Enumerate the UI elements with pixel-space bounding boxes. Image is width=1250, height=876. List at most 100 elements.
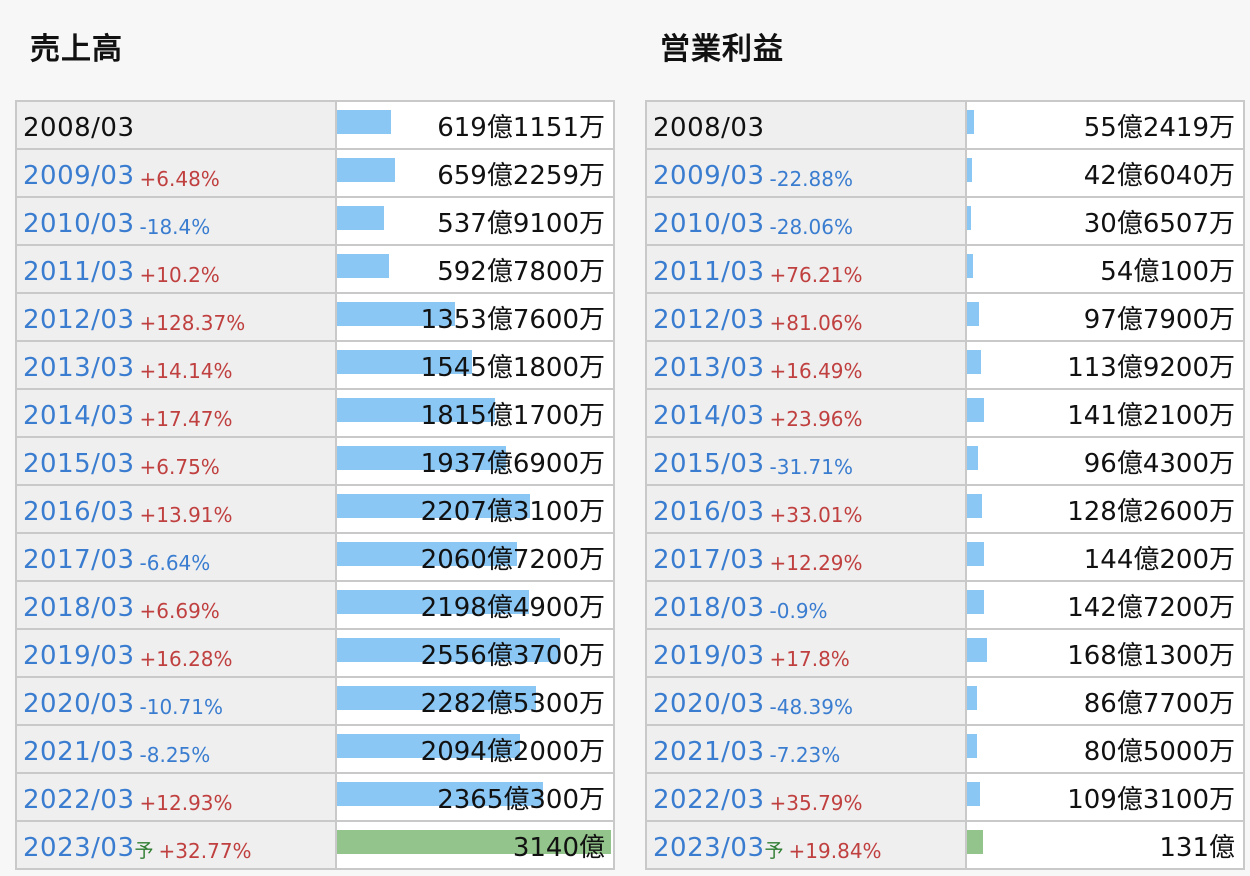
table-row: 2023/03 予 +32.77% 3140億	[17, 822, 613, 870]
value-cell: 42億6040万	[967, 150, 1243, 196]
yoy-change: -31.71%	[769, 455, 853, 479]
fiscal-year-link[interactable]: 2019/03	[23, 641, 135, 671]
value-cell: 2094億2000万	[337, 726, 613, 772]
value-cell: 144億200万	[967, 534, 1243, 580]
table-row: 2016/03 +13.91% 2207億3100万	[17, 486, 613, 534]
fiscal-year-link[interactable]: 2009/03	[653, 161, 765, 191]
period-cell: 2022/03 +12.93%	[17, 774, 337, 820]
yoy-change: +16.49%	[769, 359, 863, 383]
value-cell: 113億9200万	[967, 342, 1243, 388]
fiscal-year-link[interactable]: 2019/03	[653, 641, 765, 671]
value-bar	[337, 782, 543, 806]
yoy-change: +6.48%	[139, 167, 220, 191]
fiscal-year-link[interactable]: 2010/03	[653, 209, 765, 239]
value-bar	[337, 446, 506, 470]
fiscal-year-link[interactable]: 2013/03	[23, 353, 135, 383]
amount-text: 97億7900万	[1083, 305, 1235, 335]
yoy-change: -28.06%	[769, 215, 853, 239]
value-bar	[337, 110, 391, 134]
period-cell: 2012/03 +81.06%	[647, 294, 967, 340]
amount-text: 141億2100万	[1067, 401, 1235, 431]
amount-text: 86億7700万	[1083, 689, 1235, 719]
fiscal-year-link[interactable]: 2016/03	[23, 497, 135, 527]
period-cell: 2013/03 +14.14%	[17, 342, 337, 388]
table-row: 2011/03 +76.21% 54億100万	[647, 246, 1243, 294]
fiscal-year-link[interactable]: 2018/03	[653, 593, 765, 623]
fiscal-year-link[interactable]: 2011/03	[653, 257, 765, 287]
table-row: 2014/03 +17.47% 1815億1700万	[17, 390, 613, 438]
value-bar	[967, 734, 977, 758]
value-bar	[337, 734, 520, 758]
value-bar	[337, 686, 536, 710]
fiscal-year-link[interactable]: 2013/03	[653, 353, 765, 383]
value-bar	[337, 158, 395, 182]
period-cell: 2012/03 +128.37%	[17, 294, 337, 340]
forecast-marker: 予	[134, 840, 154, 862]
value-cell: 97億7900万	[967, 294, 1243, 340]
amount-text: 1545億1800万	[420, 353, 605, 383]
fiscal-year-link[interactable]: 2014/03	[23, 401, 135, 431]
amount-text: 30億6507万	[1083, 209, 1235, 239]
fiscal-year-link[interactable]: 2017/03	[653, 545, 765, 575]
value-bar	[967, 206, 971, 230]
value-cell: 2282億5300万	[337, 678, 613, 724]
table-row: 2019/03 +16.28% 2556億3700万	[17, 630, 613, 678]
fiscal-year-link[interactable]: 2012/03	[653, 305, 765, 335]
period-cell: 2008/03	[17, 102, 337, 148]
fiscal-year-link[interactable]: 2018/03	[23, 593, 135, 623]
value-cell: 141億2100万	[967, 390, 1243, 436]
yoy-change: +17.47%	[139, 407, 233, 431]
value-cell: 592億7800万	[337, 246, 613, 292]
value-cell: 30億6507万	[967, 198, 1243, 244]
yoy-change: -7.23%	[769, 743, 841, 767]
amount-text: 142億7200万	[1067, 593, 1235, 623]
fiscal-year-link[interactable]: 2016/03	[653, 497, 765, 527]
value-cell: 659億2259万	[337, 150, 613, 196]
fiscal-year-link[interactable]: 2023/03	[653, 833, 765, 863]
fiscal-year-link[interactable]: 2017/03	[23, 545, 135, 575]
amount-text: 659億2259万	[437, 161, 605, 191]
period-cell: 2020/03 -48.39%	[647, 678, 967, 724]
amount-text: 42億6040万	[1083, 161, 1235, 191]
fiscal-year-link[interactable]: 2009/03	[23, 161, 135, 191]
value-cell: 2207億3100万	[337, 486, 613, 532]
fiscal-year-link[interactable]: 2020/03	[23, 689, 135, 719]
fiscal-year-link[interactable]: 2015/03	[23, 449, 135, 479]
period-cell: 2019/03 +17.8%	[647, 630, 967, 676]
yoy-change: +33.01%	[769, 503, 863, 527]
fiscal-year-link[interactable]: 2020/03	[653, 689, 765, 719]
fiscal-year-link[interactable]: 2023/03	[23, 833, 135, 863]
fiscal-year-link[interactable]: 2015/03	[653, 449, 765, 479]
fiscal-year-link[interactable]: 2014/03	[653, 401, 765, 431]
value-cell: 128億2600万	[967, 486, 1243, 532]
table-row: 2010/03 -28.06% 30億6507万	[647, 198, 1243, 246]
table-row: 2019/03 +17.8% 168億1300万	[647, 630, 1243, 678]
value-bar	[967, 590, 984, 614]
period-cell: 2009/03 +6.48%	[17, 150, 337, 196]
operating-profit-section-title: 営業利益	[660, 32, 784, 67]
period-cell: 2011/03 +76.21%	[647, 246, 967, 292]
value-bar	[337, 590, 529, 614]
value-cell: 2365億300万	[337, 774, 613, 820]
fiscal-year-link[interactable]: 2011/03	[23, 257, 135, 287]
value-bar	[337, 206, 384, 230]
amount-text: 54億100万	[1100, 257, 1235, 287]
fiscal-year-link[interactable]: 2021/03	[23, 737, 135, 767]
amount-text: 2060億7200万	[420, 545, 605, 575]
fiscal-year-link[interactable]: 2022/03	[653, 785, 765, 815]
value-bar	[337, 254, 389, 278]
yoy-change: +81.06%	[769, 311, 863, 335]
amount-text: 55億2419万	[1083, 113, 1235, 143]
fiscal-year-link[interactable]: 2010/03	[23, 209, 135, 239]
fiscal-year-link[interactable]: 2021/03	[653, 737, 765, 767]
fiscal-year-link[interactable]: 2012/03	[23, 305, 135, 335]
fiscal-year-link[interactable]: 2022/03	[23, 785, 135, 815]
yoy-change: -10.71%	[139, 695, 223, 719]
amount-text: 131億	[1159, 833, 1235, 863]
amount-text: 2207億3100万	[420, 497, 605, 527]
amount-text: 1815億1700万	[420, 401, 605, 431]
period-cell: 2015/03 +6.75%	[17, 438, 337, 484]
value-cell: 2556億3700万	[337, 630, 613, 676]
value-cell: 1937億6900万	[337, 438, 613, 484]
table-row: 2009/03 -22.88% 42億6040万	[647, 150, 1243, 198]
